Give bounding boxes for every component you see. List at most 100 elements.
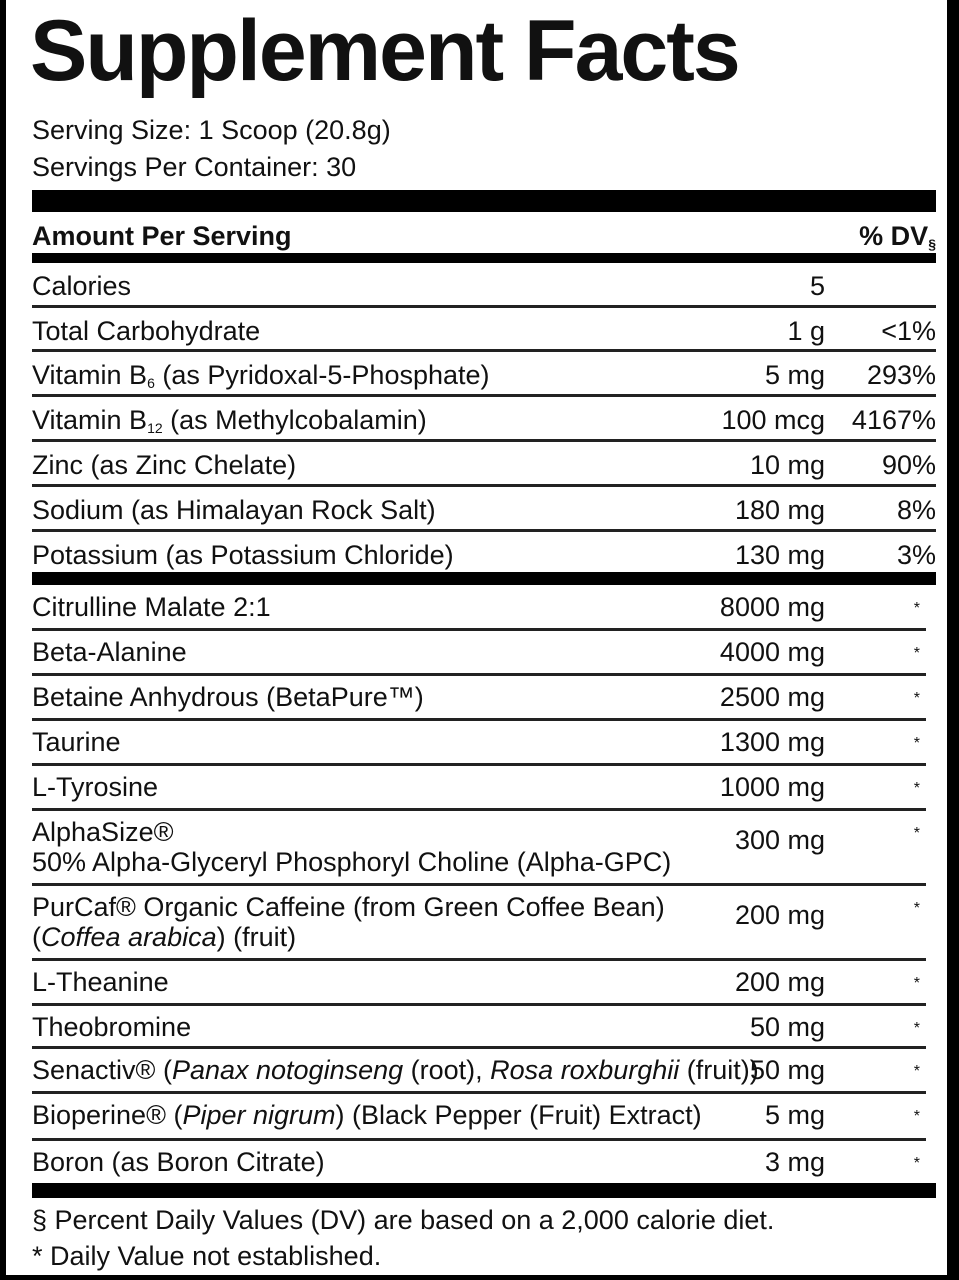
nutrient-row: Boron (as Boron Citrate) 3 mg * — [32, 1141, 926, 1184]
nutrient-daily-value: * — [913, 975, 920, 992]
nutrient-name: Calories — [32, 271, 131, 301]
nutrient-name-part: L-Theanine — [32, 967, 169, 997]
nutrient-amount: 50 mg — [749, 1012, 825, 1042]
nutrient-daily-value: <1% — [881, 316, 936, 346]
nutrient-name-part: Taurine — [32, 727, 121, 757]
nutrient-name: AlphaSize® 50% Alpha-Glyceryl Phosphoryl … — [32, 817, 671, 877]
nutrient-amount: 300 mg — [734, 825, 825, 855]
nutrient-amount: 1300 mg — [719, 727, 825, 757]
nutrient-row: Taurine 1300 mg * — [32, 721, 926, 766]
nutrient-amount: 8000 mg — [719, 592, 825, 622]
nutrient-row: Potassium (as Potassium Chloride) 130 mg 3… — [32, 532, 936, 576]
nutrient-daily-value: * — [913, 1063, 920, 1080]
nutrient-row: Citrulline Malate 2:1 8000 mg * — [32, 586, 926, 631]
nutrient-name-part: (as Methylcobalamin) — [162, 405, 427, 435]
nutrient-name-part: 12 — [147, 420, 163, 436]
nutrient-name: Total Carbohydrate — [32, 316, 260, 346]
nutrient-row: Total Carbohydrate 1 g <1% — [32, 308, 936, 352]
nutrient-name: Bioperine® (Piper nigrum) (Black Pepper … — [32, 1100, 702, 1130]
nutrient-daily-value: * — [913, 1155, 920, 1172]
nutrient-name-part: AlphaSize® — [32, 817, 174, 847]
label-title: Supplement Facts — [30, 3, 741, 99]
nutrient-name: Vitamin B12 (as Methylcobalamin) — [32, 405, 427, 435]
nutrient-name: Taurine — [32, 727, 121, 757]
nutrient-name-part: Theobromine — [32, 1012, 192, 1042]
nutrient-name-part: 6 — [147, 375, 155, 391]
nutrient-row: Beta-Alanine 4000 mg * — [32, 631, 926, 676]
nutrient-name-part: Potassium (as Potassium Chloride) — [32, 540, 454, 570]
thick-divider — [32, 1183, 936, 1198]
nutrient-name-part: 50% Alpha-Glyceryl Phosphoryl Choline (A… — [32, 847, 672, 877]
nutrient-name-part: Citrulline Malate 2:1 — [32, 592, 271, 622]
nutrient-name: Potassium (as Potassium Chloride) — [32, 540, 454, 570]
nutrient-name-part: ( — [32, 922, 41, 952]
nutrient-name-part: Piper nigrum — [182, 1100, 336, 1130]
nutrient-name: Sodium (as Himalayan Rock Salt) — [32, 495, 436, 525]
nutrient-row: AlphaSize® 50% Alpha-Glyceryl Phosphoryl … — [32, 811, 926, 886]
nutrient-name: Senactiv® (Panax notoginseng (root), Ros… — [32, 1055, 759, 1085]
amount-per-serving-label: Amount Per Serving — [32, 221, 292, 251]
nutrient-name: L-Theanine — [32, 967, 169, 997]
nutrient-amount: 200 mg — [734, 900, 825, 930]
dv-mark: § — [928, 236, 936, 252]
nutrient-amount: 5 — [809, 271, 825, 301]
nutrient-name-part: Total Carbohydrate — [32, 316, 261, 346]
nutrient-name: Beta-Alanine — [32, 637, 187, 667]
nutrient-daily-value: * — [913, 780, 920, 797]
nutrient-row: Sodium (as Himalayan Rock Salt) 180 mg 8% — [32, 487, 936, 532]
nutrient-daily-value: * — [913, 1108, 920, 1125]
nutrient-amount: 130 mg — [734, 540, 825, 570]
dv-label: % DV — [859, 221, 929, 251]
nutrient-name: L-Tyrosine — [32, 772, 158, 802]
nutrient-name-part: Betaine Anhydrous (BetaPure™) — [32, 682, 424, 712]
nutrient-amount: 5 mg — [764, 1100, 825, 1130]
nutrient-name: Citrulline Malate 2:1 — [32, 592, 271, 622]
nutrient-row: L-Tyrosine 1000 mg * — [32, 766, 926, 811]
nutrient-amount: 180 mg — [734, 495, 825, 525]
nutrient-row: Calories 5 — [32, 263, 936, 308]
nutrient-name: Vitamin B6 (as Pyridoxal-5-Phosphate) — [32, 360, 490, 390]
footnote-star: * Daily Value not established. — [32, 1241, 382, 1271]
serving-size: Serving Size: 1 Scoop (20.8g) — [32, 115, 391, 145]
nutrient-row: Senactiv® (Panax notoginseng (root), Ros… — [32, 1049, 926, 1094]
nutrient-name-part: Bioperine® ( — [32, 1100, 183, 1130]
nutrient-name-part: L-Tyrosine — [32, 772, 159, 802]
nutrient-daily-value: * — [913, 690, 920, 707]
nutrient-row: L-Theanine 200 mg * — [32, 961, 926, 1006]
nutrient-name: Theobromine — [32, 1012, 191, 1042]
nutrient-row: Zinc (as Zinc Chelate) 10 mg 90% — [32, 442, 936, 487]
nutrient-amount: 10 mg — [749, 450, 825, 480]
nutrient-row: PurCaf® Organic Caffeine (from Green Cof… — [32, 886, 926, 961]
supplement-facts-label: Supplement Facts Serving Size: 1 Scoop (… — [6, 0, 947, 1275]
nutrient-name-part: (as Pyridoxal-5-Phosphate) — [154, 360, 490, 390]
nutrient-name: Boron (as Boron Citrate) — [32, 1147, 325, 1177]
nutrient-daily-value: * — [913, 645, 920, 662]
nutrient-name-part: (fruit)) — [679, 1055, 759, 1085]
nutrient-name: PurCaf® Organic Caffeine (from Green Cof… — [32, 892, 665, 952]
nutrient-amount: 5 mg — [764, 360, 825, 390]
nutrient-row: Vitamin B6 (as Pyridoxal-5-Phosphate) 5 m… — [32, 352, 936, 397]
nutrient-amount: 1000 mg — [719, 772, 825, 802]
nutrient-name-part: Rosa roxburghii — [490, 1055, 680, 1085]
nutrient-name-part: Calories — [32, 271, 132, 301]
nutrient-name-part: Beta-Alanine — [32, 637, 187, 667]
nutrient-name-part: Coffea arabica — [41, 922, 217, 952]
nutrient-amount: 3 mg — [764, 1147, 825, 1177]
nutrient-daily-value: 90% — [881, 450, 936, 480]
nutrient-name-part: Boron (as Boron Citrate) — [32, 1147, 325, 1177]
nutrient-amount: 200 mg — [734, 967, 825, 997]
nutrient-daily-value: * — [913, 1020, 920, 1037]
ingredients-section: Citrulline Malate 2:1 8000 mg * Beta-Alanin… — [32, 586, 936, 1184]
nutrient-name-part: Vitamin B — [32, 360, 148, 390]
nutrient-daily-value: 8% — [896, 495, 936, 525]
nutrient-name: Betaine Anhydrous (BetaPure™) — [32, 682, 424, 712]
nutrient-amount: 2500 mg — [719, 682, 825, 712]
dv-header: % DV§ — [859, 218, 936, 254]
nutrient-name-part: (root), — [403, 1055, 491, 1085]
nutrient-name-part: PurCaf® Organic Caffeine (from Green Cof… — [32, 892, 665, 922]
nutrient-row: Bioperine® (Piper nigrum) (Black Pepper … — [32, 1094, 926, 1141]
nutrient-daily-value: * — [913, 735, 920, 752]
nutrient-daily-value: * — [913, 825, 920, 842]
nutrient-name-part: ) (fruit) — [216, 922, 297, 952]
nutrient-amount: 100 mcg — [721, 405, 825, 435]
